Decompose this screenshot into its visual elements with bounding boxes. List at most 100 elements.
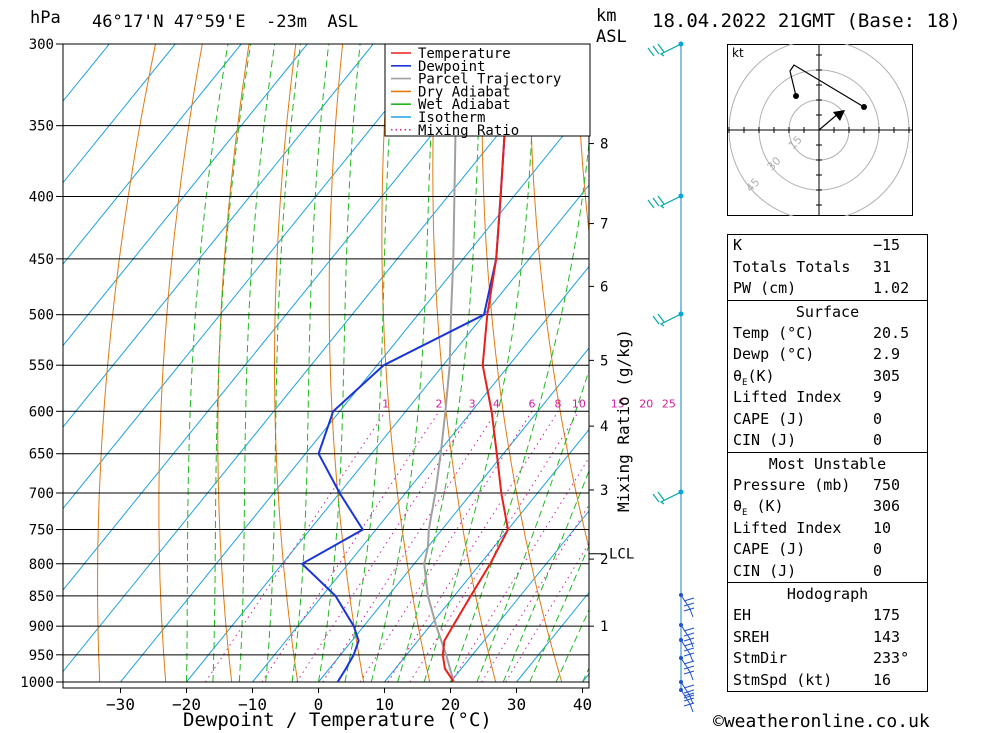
pressure-tick-600: 600 [29,404,54,420]
hodograph-stat-label: EH [733,606,752,624]
plot-frame [62,43,590,689]
km-tick-3: 3 [600,483,608,499]
hodograph-stat-value: 233° [873,649,910,667]
low-level-wind-barb [679,623,695,648]
pressure-tick-900: 900 [29,619,54,635]
low-level-wind-barb [679,638,695,663]
low-level-wind-barb [679,688,695,713]
most-unstable-label: Pressure (mb) [733,475,851,494]
hodograph-stat-row: StmDir 233° [728,648,927,670]
low-level-wind-barb [679,680,695,705]
mixing-ratio-label-25: 25 [662,397,676,410]
mixing-ratio-lines [204,411,589,683]
wind-barb [652,489,684,505]
index-label: PW (cm) [733,279,797,297]
isotherm-lines [63,44,589,683]
profile-dewpoint [300,44,513,683]
lcl-label: LCL [609,547,634,563]
surface-value: 305 [873,366,901,385]
pressure-tick-550: 550 [29,358,54,374]
hodograph-stat-row: EH 175 [728,605,927,627]
pressure-tick-850: 850 [29,589,54,605]
mixing-ratio-axis-title: Mixing Ratio (g/kg) [614,328,633,512]
plot-area [63,44,589,683]
surface-label: Temp (°C) [733,323,815,342]
mixing-ratio-label-3: 3 [469,397,476,410]
hodograph-unit-label: kt [732,46,744,60]
surface-value: 0 [873,409,883,428]
wind-barb [652,311,684,327]
mixing-ratio-label-4: 4 [493,397,500,410]
hodograph-stat-value: 143 [873,627,901,646]
profile-temperature [441,44,513,683]
km-tick-5: 5 [600,353,608,369]
pressure-tick-1000: 1000 [20,675,54,691]
hodograph-stat-label: StmSpd (kt) [733,670,833,689]
km-tick-1: 1 [600,619,608,635]
most-unstable-row: Pressure (mb) 750 [728,475,927,497]
profile-parcel-trajectory [423,44,461,683]
profile-curves [300,44,513,683]
x-axis-label: Dewpoint / Temperature (°C) [183,709,492,731]
mixing-ratio-label-6: 6 [528,397,535,410]
wind-barb-column [647,41,695,713]
most-unstable-row: CIN (J) 0 [728,561,927,583]
most-unstable-value: 306 [873,497,901,515]
index-label: K [733,236,743,254]
surface-value: 9 [873,388,883,406]
low-level-wind-barb [679,593,695,618]
most-unstable-label: θE (K) [733,497,784,518]
asl-label: ASL [596,27,627,47]
index-row: K −15 [728,235,927,257]
index-label: Totals Totals [733,257,851,276]
most-unstable-value: 0 [873,561,883,580]
indices-panel: K −15 Totals Totals 31 PW (cm) 1.02 Surface T… [727,234,928,692]
surface-row: θE(K) 305 [728,366,927,388]
km-tick-2: 2 [600,552,608,568]
legend-entry: Mixing Ratio [418,123,519,139]
index-row: PW (cm) 1.02 [728,278,927,300]
legend-entry: Dewpoint [418,59,485,75]
most-unstable-row: CAPE (J) 0 [728,539,927,561]
copyright-link[interactable]: ©weatheronline.co.uk [713,711,930,732]
mixing-ratio-label-10: 10 [572,397,586,410]
temp-tick-40: 40 [573,695,592,714]
pressure-unit-label: hPa [30,8,61,28]
mixing-ratio-label-1: 1 [382,397,389,410]
hodograph-stat-label: StmDir [733,649,788,667]
legend-entry: Dry Adiabat [418,84,511,100]
most-unstable-value: 10 [873,518,892,537]
most-unstable-value: 750 [873,475,901,494]
most-unstable-title: Most Unstable [768,454,887,473]
pressure-tick-500: 500 [29,308,54,324]
mixing-ratio-label-20: 20 [639,397,653,410]
pressure-tick-350: 350 [29,119,54,135]
mixing-ratio-label-2: 2 [436,397,443,410]
hodograph-title: Hodograph [786,585,869,603]
legend-entry: Temperature [418,46,511,62]
pressure-tick-400: 400 [29,189,54,205]
hodograph-stat-row: SREH 143 [728,627,927,649]
temp-tick-10: 10 [375,695,394,714]
index-value: 1.02 [873,279,910,297]
temp-tick--30: −30 [106,695,135,714]
surface-row: Temp (°C) 20.5 [728,323,927,345]
surface-label: CAPE (J) [733,409,806,428]
datetime-title: 18.04.2022 21GMT (Base: 18) [652,10,961,32]
surface-label: θE(K) [733,366,775,388]
wind-barb [647,193,684,209]
surface-value: 2.9 [873,345,901,363]
mixing-ratio-label-15: 15 [611,397,625,410]
km-label: km [596,6,617,26]
surface-row: CIN (J) 0 [728,430,927,452]
low-level-wind-barb [679,656,695,681]
pressure-tick-800: 800 [29,557,54,573]
most-unstable-label: Lifted Index [733,518,842,537]
km-tick-8: 8 [600,137,608,153]
most-unstable-label: CIN (J) [733,561,797,580]
pressure-tick-300: 300 [29,37,54,53]
legend-entry: Parcel Trajectory [418,72,561,88]
